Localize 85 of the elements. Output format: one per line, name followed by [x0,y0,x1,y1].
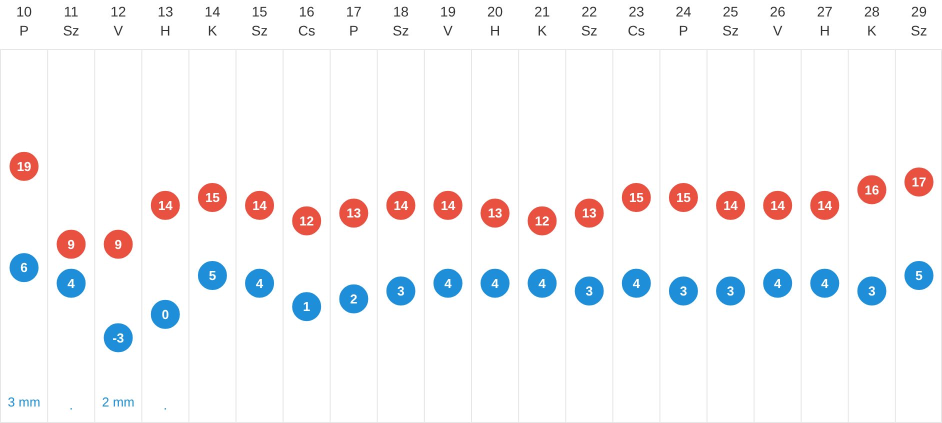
x-tick-label: 17 P [346,3,362,38]
data-label: 2 [350,291,358,306]
point [622,268,651,298]
point [528,268,557,298]
x-tick-label: 16 Cs [298,3,316,38]
data-label: 12 [534,213,550,228]
point [433,268,462,298]
data-label: 13 [488,206,502,221]
data-label: 14 [770,198,786,213]
point [245,268,274,298]
data-label: 4 [444,276,452,291]
x-tick-label: 24 P [676,3,692,38]
point [810,268,840,298]
data-label: 6 [20,260,28,276]
x-tick-label: 10 P [16,3,32,38]
data-label: 9 [114,236,122,252]
x-tick-label: 19 V [440,3,456,38]
point [386,276,416,306]
point [480,268,510,298]
x-tick-label: 25 Sz [722,3,739,38]
point [904,260,934,290]
x-tick-label: 20 H [487,3,504,38]
data-label: 14 [252,198,268,213]
data-label: 1 [303,299,310,314]
data-label: 14 [440,198,456,213]
data-label: 4 [774,276,782,291]
data-label: 4 [68,276,76,291]
data-label: 3 [680,284,688,299]
data-label: 15 [205,190,220,206]
data-label: 12 [299,213,314,228]
data-label: 4 [632,276,641,291]
x-tick-label: 23 Cs [628,3,645,38]
data-label: 14 [158,198,174,213]
data-label: 3 [586,284,593,299]
data-label: 4 [538,276,547,291]
x-tick-label: 26 V [770,3,786,38]
x-tick-label: 14 K [204,3,220,38]
point [668,276,698,306]
point [716,276,746,306]
data-label: 14 [394,198,409,213]
text: . [164,398,168,412]
point [574,276,604,306]
data-label: 15 [676,190,691,206]
point [56,268,86,298]
x-tick-label: 28 K [864,3,880,38]
text: . [69,398,73,412]
data-label: 5 [915,268,923,283]
point [857,276,886,306]
data-label: -3 [112,330,124,346]
x-tick-label: 21 K [534,3,550,38]
data-label: 9 [68,236,75,252]
point [10,253,39,282]
x-tick-label: 13 H [158,3,174,38]
data-label: 3 [726,284,734,299]
point [339,284,368,314]
text: 3 mm [8,394,40,410]
data-label: 3 [868,284,876,299]
data-label: 5 [208,268,216,283]
x-tick-label: 11 Sz [62,3,80,38]
data-label: 4 [491,276,500,291]
point [763,268,792,298]
data-label: 3 [397,284,404,299]
x-tick-label: 27 H [816,3,833,38]
data-label: 17 [912,174,926,190]
x-tick-label: 29 Sz [910,3,928,38]
data-label: 13 [582,206,596,221]
x-tick-label: 18 Sz [392,3,410,38]
data-label: 15 [629,190,644,206]
data-label: 14 [818,198,833,213]
text: 2 mm [102,394,134,410]
point [150,300,180,329]
point [198,260,227,290]
x-tick-label: 15 Sz [251,3,268,38]
x-tick-label: 22 Sz [581,3,598,38]
data-label: 14 [723,198,739,213]
data-label: 4 [256,276,264,291]
data-label: 19 [16,158,32,174]
point [56,230,86,259]
data-label: 13 [346,206,361,221]
data-label: 16 [864,182,880,198]
data-label: 0 [162,306,169,322]
data-label: 4 [821,276,830,291]
point [104,230,133,259]
x-tick-label: 12 V [110,3,126,38]
point [292,292,322,322]
